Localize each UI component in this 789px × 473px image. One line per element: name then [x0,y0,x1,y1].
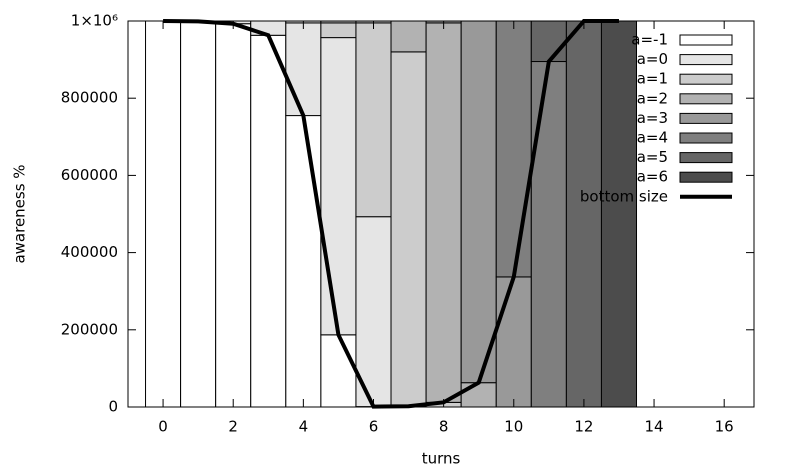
bar-segment [180,20,217,408]
x-tick-label: 2 [228,418,238,436]
y-tick-label: 400000 [61,243,118,261]
x-tick-label: 6 [369,418,379,436]
bar-segment [390,20,427,53]
legend-label: a=0 [637,50,668,68]
bar-segment [425,22,462,403]
bar-segment [285,115,322,408]
x-tick-label: 0 [158,418,168,436]
legend-label: a=1 [637,70,668,88]
x-tick-label: 10 [504,418,523,436]
y-axis-label: awareness % [11,164,29,263]
bar-segment [320,334,357,408]
y-tick-label: 600000 [61,166,118,184]
bar-segment [215,23,252,408]
legend-label: bottom size [580,187,668,205]
legend-swatch [679,73,733,85]
bar-segment [600,20,638,408]
legend-label: a=4 [637,129,668,147]
bar-segment [355,216,392,408]
legend-swatch [679,34,733,46]
legend-swatch [679,171,733,183]
bar-segment [320,22,357,39]
legend-swatch [679,54,733,66]
legend-swatch [679,152,733,164]
bar-segment [250,34,287,408]
bar-segment [320,37,357,336]
x-tick-label: 4 [299,418,309,436]
y-tick-label: 200000 [61,320,118,338]
bar-segment [495,276,532,408]
legend-label: a=3 [637,109,668,127]
legend-label: a=6 [637,168,668,186]
x-axis-label: turns [422,450,461,468]
bar-segment [460,382,497,408]
legend-swatch [679,93,733,105]
x-tick-label: 12 [574,418,593,436]
legend-label: a=-1 [631,31,668,49]
legend-label: a=2 [637,89,668,107]
bar-segment [390,51,427,407]
y-tick-label: 0 [108,398,118,416]
bar-segment [530,61,567,408]
x-tick-label: 14 [645,418,664,436]
bar-segment [285,22,322,117]
x-tick-label: 8 [439,418,449,436]
bar-segment [530,20,567,63]
bar-segment [565,20,602,408]
legend-swatch [679,132,733,144]
legend-swatch [679,112,733,124]
line [163,19,619,409]
bar-segment [355,22,392,218]
x-tick-label: 16 [715,418,734,436]
bar-segment [145,20,182,408]
legend-label: a=5 [637,148,668,166]
y-tick-label: 800000 [61,89,118,107]
y-tick-label: 1×10⁶ [71,12,118,30]
bar-segment [460,20,497,384]
bar-segment [320,20,357,24]
bar-segment [495,20,532,278]
